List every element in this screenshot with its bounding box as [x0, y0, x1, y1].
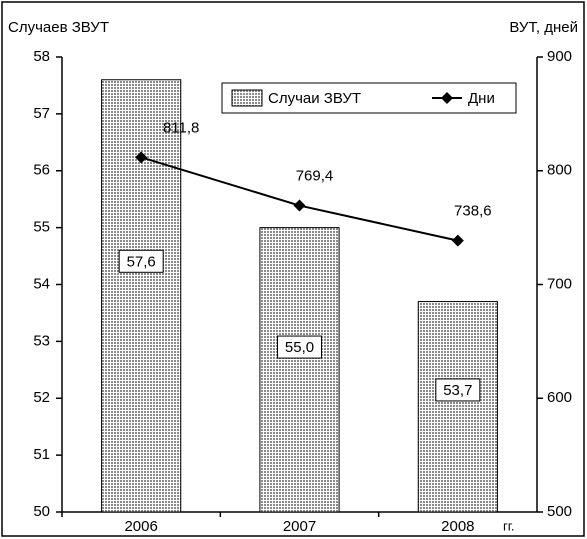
x-tick-label: 2008: [441, 518, 474, 535]
y-tick-label: 53: [33, 332, 50, 349]
y2-tick-label: 800: [547, 162, 572, 179]
y2-tick-label: 500: [547, 503, 572, 520]
y-tick-label: 54: [33, 275, 50, 292]
value-label: 53,7: [443, 382, 472, 399]
y-tick-label: 50: [33, 503, 50, 520]
marker: [135, 151, 148, 164]
value-label: 55,0: [285, 339, 314, 356]
y2-tick-label: 700: [547, 275, 572, 292]
bar: [101, 79, 182, 513]
bar: [417, 301, 498, 513]
bar: [259, 227, 340, 513]
value-label: 769,4: [296, 168, 334, 185]
value-label-box: [118, 249, 164, 273]
y-tick-label: 58: [33, 48, 50, 65]
value-label: 811,8: [163, 119, 199, 136]
legend-label: Дни: [468, 90, 495, 107]
legend-swatch: [231, 89, 263, 107]
y2-axis-title: ВУТ, дней: [509, 19, 578, 36]
marker: [451, 234, 464, 247]
marker: [293, 199, 306, 212]
x-tick-label: 2006: [124, 518, 157, 535]
y-axis-title: Случаев ЗВУТ: [8, 19, 109, 36]
value-label-box: [277, 335, 322, 359]
y-tick-label: 52: [33, 389, 50, 406]
y-tick-label: 57: [33, 105, 50, 122]
y-tick-label: 55: [33, 219, 50, 236]
y-tick-label: 56: [33, 162, 50, 179]
y2-tick-label: 600: [547, 389, 572, 406]
x-tick-label: 2007: [283, 518, 316, 535]
y-tick-label: 51: [33, 446, 50, 463]
value-label: 738,6: [454, 203, 492, 220]
legend-box: [221, 82, 517, 114]
value-label: 57,6: [127, 253, 156, 270]
legend-label: Случаи ЗВУТ: [268, 90, 361, 107]
y2-tick-label: 900: [547, 48, 572, 65]
x-unit: гг.: [503, 518, 515, 533]
value-label-box: [435, 378, 481, 402]
legend-marker: [441, 92, 453, 104]
